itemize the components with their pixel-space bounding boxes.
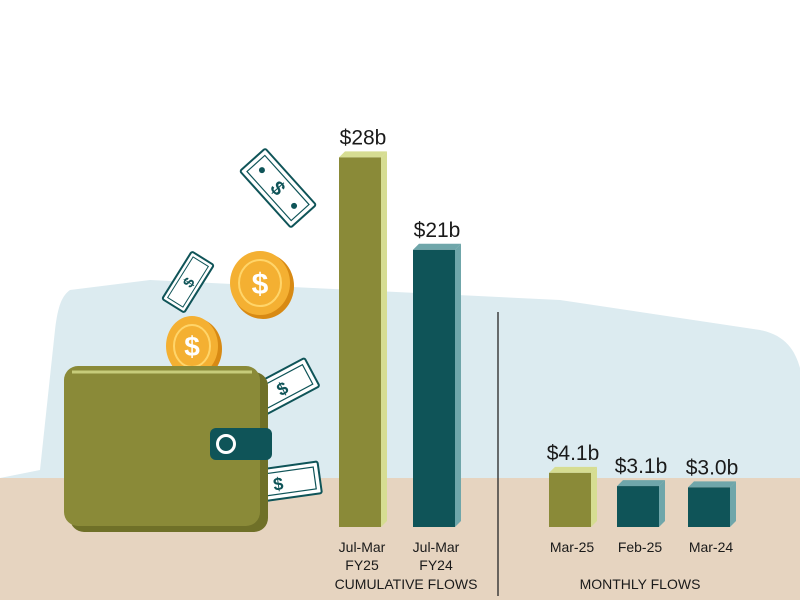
bar xyxy=(617,486,659,527)
x-tick-label: FY25 xyxy=(345,557,379,573)
bar-top-face xyxy=(339,151,387,158)
wallet-illustration: $ $ $ $ $ $ xyxy=(64,148,323,532)
svg-text:$: $ xyxy=(184,331,200,362)
banknote-icon: $ xyxy=(161,251,215,313)
group-label: MONTHLY FLOWS xyxy=(580,576,701,592)
bar-side-face xyxy=(455,243,461,528)
bar-top-face xyxy=(549,466,597,473)
x-tick-label: Mar-24 xyxy=(689,539,734,555)
bar xyxy=(549,472,591,527)
x-tick-label: Jul-Mar xyxy=(339,539,386,555)
bar-side-face xyxy=(591,466,597,527)
x-tick-label: Mar-25 xyxy=(550,539,595,555)
bar-side-face xyxy=(659,480,665,527)
svg-text:$: $ xyxy=(252,268,269,301)
labels-layer: $28b Jul-Mar FY25 $21b Jul-Mar FY24 CUMULATIVE… xyxy=(335,126,739,592)
banknote-icon: $ xyxy=(239,148,317,228)
bar-top-face xyxy=(688,481,736,488)
bar xyxy=(413,249,455,528)
bar xyxy=(688,487,730,527)
bar xyxy=(339,157,381,527)
x-tick-label: Feb-25 xyxy=(618,539,663,555)
x-tick-label: FY24 xyxy=(419,557,453,573)
bar-value-label: $28b xyxy=(340,126,387,149)
bars-layer xyxy=(339,151,736,528)
bar-value-label: $21b xyxy=(414,219,461,242)
bar-side-face xyxy=(381,151,387,527)
bar-top-face xyxy=(617,480,665,487)
bar-top-face xyxy=(413,243,461,250)
bar-value-label: $3.0b xyxy=(686,456,739,479)
coin-icon: $ xyxy=(230,251,294,319)
bar-value-label: $4.1b xyxy=(547,442,600,465)
bar-value-label: $3.1b xyxy=(615,455,668,478)
group-label: CUMULATIVE FLOWS xyxy=(335,576,478,592)
bar-side-face xyxy=(730,481,736,527)
svg-text:$: $ xyxy=(272,474,285,495)
x-tick-label: Jul-Mar xyxy=(413,539,460,555)
wallet-icon xyxy=(64,366,272,532)
